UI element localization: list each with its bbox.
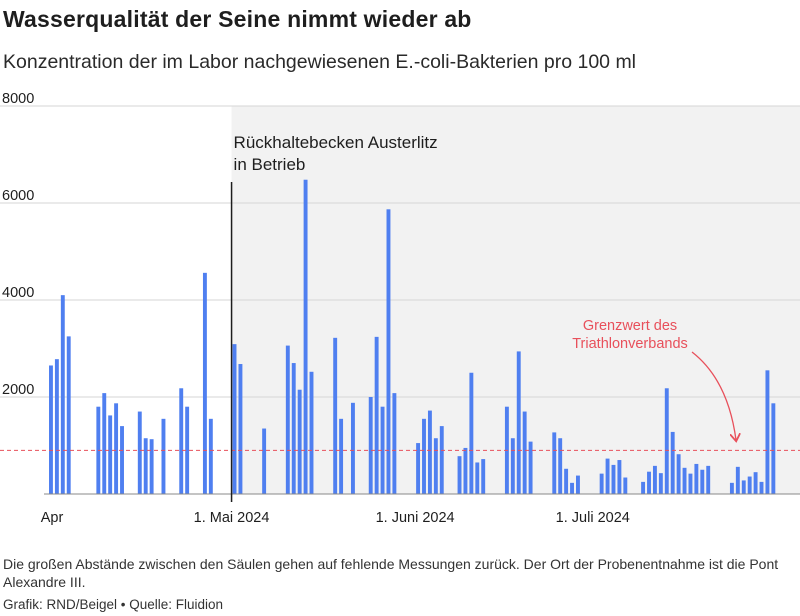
bar: [427, 410, 432, 494]
bar: [599, 473, 604, 494]
bar: [179, 388, 184, 494]
chart-subtitle: Konzentration der im Labor nachgewiesene…: [3, 51, 637, 73]
bar: [368, 397, 373, 494]
bar: [469, 372, 474, 494]
y-tick-label: 6000: [2, 188, 34, 204]
bar: [380, 406, 385, 494]
bar: [694, 463, 699, 494]
chart-note: Die großen Abstände zwischen den Säulen …: [3, 556, 779, 590]
bar: [735, 466, 740, 494]
x-tick-label: 1. Juni 2024: [376, 510, 455, 526]
bar: [611, 464, 616, 494]
bar: [575, 475, 580, 494]
bar: [753, 472, 758, 494]
bar: [617, 460, 622, 494]
bar: [688, 473, 693, 494]
bar: [647, 471, 651, 494]
bar: [262, 428, 267, 494]
bar: [309, 371, 314, 494]
bar: [463, 447, 468, 494]
bar: [386, 209, 391, 494]
bar: [457, 456, 462, 494]
bar: [765, 370, 770, 494]
bar: [297, 389, 302, 494]
bar: [706, 465, 711, 494]
bar: [623, 477, 628, 494]
x-tick-label: 1. Juli 2024: [556, 510, 630, 526]
bar: [208, 418, 213, 494]
bar: [439, 426, 444, 494]
bar: [558, 438, 563, 494]
bar: [303, 179, 308, 494]
event-label: Rückhaltebecken Austerlitz in Betrieb: [234, 133, 438, 174]
x-tick-labels: Apr 1. Mai 2024 1. Juni 2024 1. Juli 2024: [41, 510, 630, 526]
bar: [741, 480, 746, 494]
bar: [333, 337, 338, 494]
bar: [510, 438, 515, 494]
y-tick-label: 4000: [2, 285, 34, 301]
bar: [522, 411, 527, 494]
bar: [433, 438, 438, 494]
bar: [143, 438, 148, 494]
bar: [49, 365, 53, 494]
bar: [137, 411, 142, 494]
bar: [416, 443, 421, 494]
bar: [291, 363, 296, 494]
threshold-label: Grenzwert des Triathlonverbands: [572, 318, 688, 352]
bar: [658, 473, 663, 494]
bar: [102, 393, 107, 494]
bar: [670, 431, 675, 494]
threshold-arrow: [691, 351, 736, 440]
y-tick-label: 2000: [2, 382, 34, 398]
threshold-label-line: Triathlonverbands: [572, 336, 688, 352]
bar: [605, 458, 610, 494]
bar: [60, 295, 65, 494]
bar: [747, 476, 752, 494]
bar: [108, 415, 113, 494]
bar: [682, 467, 687, 494]
y-tick-label: 8000: [2, 91, 34, 107]
bar: [759, 481, 764, 494]
bar: [475, 462, 480, 494]
bar: [729, 482, 734, 494]
bar: [422, 418, 426, 494]
bar: [528, 441, 533, 494]
bar: [120, 426, 124, 494]
bar: [66, 336, 71, 494]
bar: [374, 336, 379, 494]
bar: [481, 459, 486, 494]
bar: [339, 418, 344, 494]
bar: [202, 272, 207, 494]
y-tick-labels: 2000 4000 6000 8000: [2, 91, 34, 398]
bar-chart: 2000 4000 6000 8000 Grenzwert des Triathlonv…: [0, 91, 800, 526]
bar: [149, 439, 154, 494]
bar: [771, 403, 776, 494]
bar: [232, 344, 237, 494]
bar: [161, 418, 166, 494]
bar: [564, 468, 569, 494]
bar: [570, 482, 574, 494]
event-label-line: in Betrieb: [234, 155, 306, 174]
chart-title: Wasserqualität der Seine nimmt wieder ab: [3, 6, 472, 32]
threshold-label-line: Grenzwert des: [583, 318, 677, 334]
bar: [114, 403, 119, 494]
bar: [516, 351, 521, 494]
event-label-line: Rückhaltebecken Austerlitz: [234, 133, 438, 152]
bar: [54, 359, 59, 494]
x-tick-label: 1. Mai 2024: [194, 510, 270, 526]
bar: [652, 465, 657, 494]
bar: [238, 364, 243, 494]
bar: [641, 481, 646, 494]
bar: [350, 402, 355, 494]
bar: [552, 432, 557, 494]
bar: [285, 345, 290, 494]
bar: [185, 406, 190, 494]
bar: [392, 393, 397, 494]
bar: [676, 454, 681, 494]
chart-source: Grafik: RND/Beigel • Quelle: Fluidion: [3, 597, 224, 612]
x-tick-label: Apr: [41, 510, 64, 526]
bar: [700, 469, 705, 494]
bar: [664, 388, 669, 494]
